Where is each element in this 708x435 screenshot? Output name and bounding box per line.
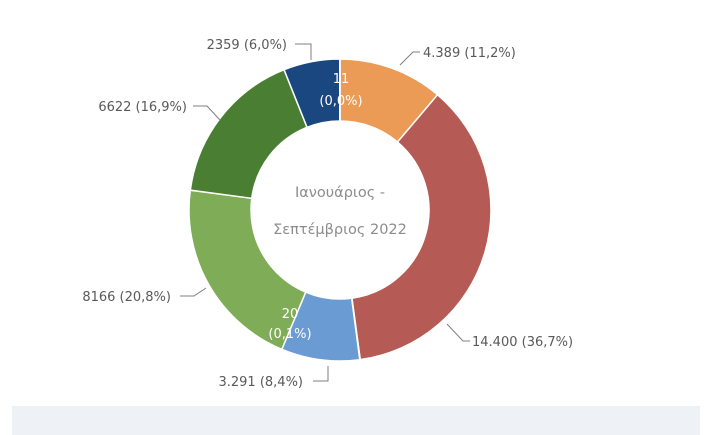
- leader-line: [295, 43, 312, 60]
- inner-slice-label: 11: [333, 72, 350, 87]
- slice-labels: 4.389 (11,2%) 14.400 (36,7%) 3.291 (8,4%) 8…: [82, 38, 573, 390]
- slice-label: 4.389 (11,2%): [423, 46, 516, 61]
- inner-slice-label: (0,1%): [268, 327, 311, 342]
- leader-line: [446, 323, 470, 342]
- slice-label: 6622 (16,9%): [98, 100, 187, 115]
- leader-line: [180, 287, 207, 297]
- center-title-line-2: Σεπτέμβριος 2022: [273, 222, 407, 238]
- slice-label: 8166 (20,8%): [82, 290, 171, 305]
- donut-slice: [188, 189, 307, 351]
- donut-slices: [188, 58, 492, 362]
- donut-chart: 4.389 (11,2%) 14.400 (36,7%) 3.291 (8,4%) 8…: [82, 38, 573, 390]
- inner-slice-label: (0,0%): [319, 94, 362, 109]
- leader-line: [193, 105, 221, 121]
- donut-slice: [351, 93, 492, 361]
- slice-label: 14.400 (36,7%): [472, 335, 573, 350]
- leader-line: [399, 51, 420, 66]
- slice-label: 3.291 (8,4%): [218, 375, 303, 390]
- center-title-line-1: Ιανουάριος -: [295, 185, 385, 201]
- leader-lines: [180, 43, 470, 382]
- leader-line: [313, 366, 329, 382]
- bottom-band: [12, 406, 700, 435]
- inner-slice-label: 20: [282, 307, 299, 322]
- donut-slice: [189, 68, 309, 200]
- slice-label: 2359 (6,0%): [207, 38, 287, 53]
- donut-chart-svg: 4.389 (11,2%) 14.400 (36,7%) 3.291 (8,4%) 8…: [82, 38, 573, 390]
